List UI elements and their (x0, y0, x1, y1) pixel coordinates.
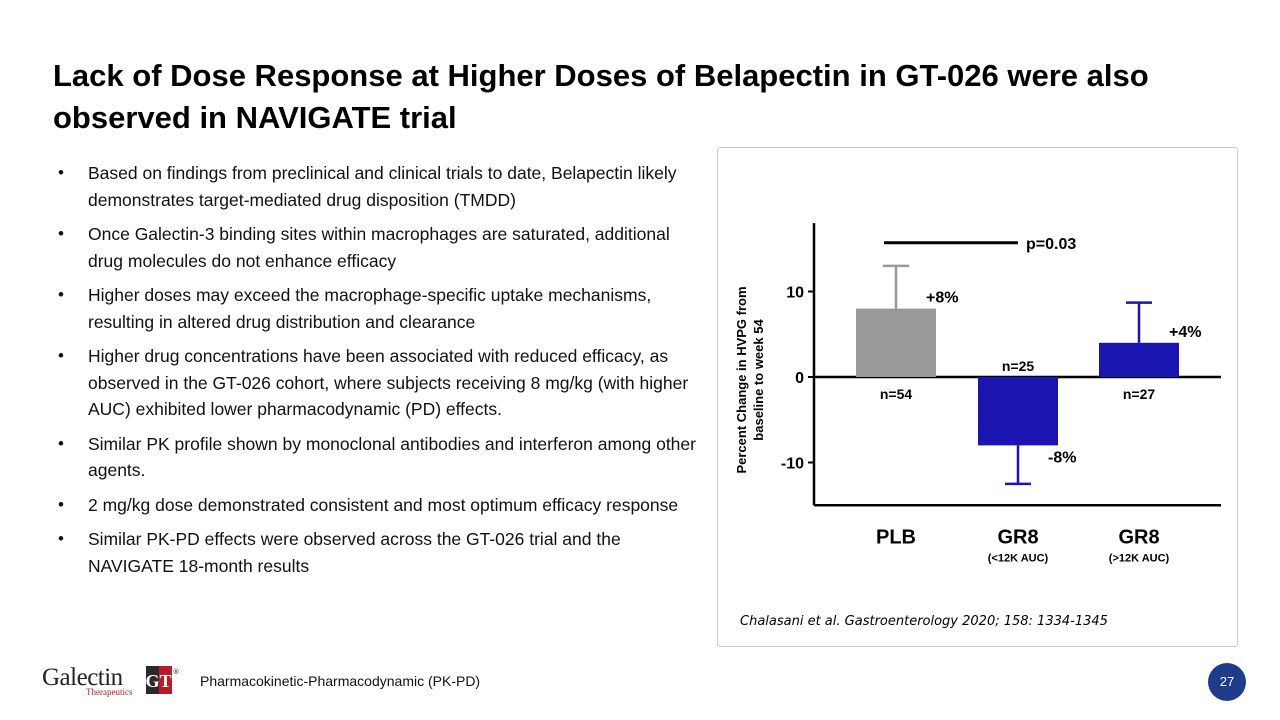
registered-mark: ® (173, 668, 180, 676)
y-tick-label: 0 (795, 370, 804, 387)
x-tick-sublabel: (<12K AUC) (988, 552, 1049, 564)
chart-panel: -10 0 10 Percent Change in HVPG from baselin… (717, 147, 1238, 647)
bullet-dot: • (58, 433, 64, 453)
bar-2 (1099, 342, 1179, 377)
bullet-item: • Based on findings from preclinical and … (58, 160, 703, 213)
logo-gt-mark: G T ® (146, 666, 180, 694)
logo-mark-g: G (146, 671, 160, 691)
bullet-text: Higher doses may exceed the macrophage-s… (88, 285, 652, 332)
bar-1 (978, 377, 1058, 446)
y-axis-label-line: Percent Change in HVPG from (734, 286, 749, 473)
bullet-text: Once Galectin-3 binding sites within mac… (88, 224, 670, 271)
n-label: n=54 (880, 386, 913, 402)
x-tick-label: PLB (876, 526, 916, 548)
page-number-badge: 27 (1208, 663, 1246, 701)
x-tick-label: GR8 (1118, 526, 1159, 548)
y-axis-label-line: baseline to week 54 (751, 319, 766, 441)
bullet-dot: • (58, 285, 64, 304)
y-tick-label: 10 (786, 285, 804, 302)
citation: Chalasani et al. Gastroenterology 2020; … (740, 614, 1108, 629)
bullet-text: Similar PK profile shown by monoclonal a… (88, 433, 696, 481)
bullet-text: 2 mg/kg dose demonstrated consistent and… (88, 494, 679, 515)
company-logo: Galectin Therapeutics G T ® (42, 664, 187, 700)
data-label: +8% (926, 290, 958, 307)
bullet-item: • Once Galectin-3 binding sites within ma… (58, 221, 703, 274)
p-value-label: p=0.03 (1026, 236, 1076, 253)
hvpg-bar-chart: -10 0 10 Percent Change in HVPG from baselin… (734, 223, 1221, 564)
n-label: n=25 (1002, 358, 1035, 374)
bullet-dot: • (58, 163, 64, 182)
bullet-item: • 2 mg/kg dose demonstrated consistent an… (58, 492, 703, 519)
bullet-item: • Higher doses may exceed the macrophage-… (58, 282, 703, 335)
bullet-text: Higher drug concentrations have been ass… (88, 346, 689, 419)
logo-mark-t: T (159, 671, 171, 691)
bullet-item: • Similar PK-PD effects were observed acr… (58, 526, 703, 579)
bullet-list: • Based on findings from preclinical and … (58, 160, 703, 587)
bar-0 (856, 308, 936, 377)
footer-section-label: Pharmacokinetic-Pharmacodynamic (PK-PD) (200, 673, 481, 689)
slide-title: Lack of Dose Response at Higher Doses of… (53, 58, 1149, 135)
y-tick-label: -10 (781, 456, 804, 473)
bullet-text: Based on findings from preclinical and c… (88, 163, 677, 210)
y-axis-label: Percent Change in HVPG from baseline to w… (734, 286, 766, 473)
bullet-item: • Higher drug concentrations have been as… (58, 343, 703, 423)
bullet-text: Similar PK-PD effects were observed acro… (88, 529, 621, 576)
logo-wordmark: Galectin (42, 664, 123, 691)
bullet-dot: • (58, 346, 64, 365)
data-label: +4% (1169, 324, 1201, 341)
bullet-item: • Similar PK profile shown by monoclonal … (58, 431, 703, 484)
n-label: n=27 (1123, 386, 1156, 402)
logo-subtitle: Therapeutics (86, 687, 133, 697)
bullet-dot: • (58, 494, 64, 514)
x-tick-label: GR8 (997, 526, 1038, 548)
data-label: -8% (1048, 449, 1076, 466)
bullet-dot: • (58, 529, 64, 548)
bullet-dot: • (58, 224, 64, 243)
x-tick-sublabel: (>12K AUC) (1109, 552, 1170, 564)
